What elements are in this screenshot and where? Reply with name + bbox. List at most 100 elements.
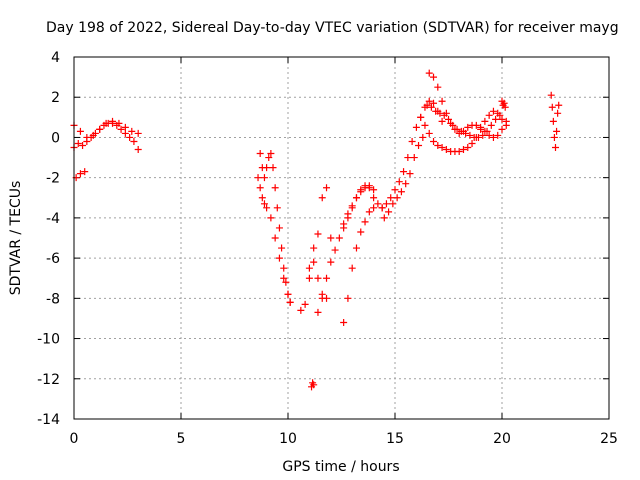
data-point (397, 188, 405, 196)
data-point (79, 141, 87, 149)
tick-labels: 0 5 10 15 20 25 -14 -12 -10 -8 -6 -4 -2 0 2 4 (37, 50, 618, 447)
data-point (74, 139, 82, 147)
series-track-f (297, 258, 331, 314)
y-tick-label: -4 (46, 211, 60, 227)
data-point (115, 119, 123, 127)
series-track-k (308, 379, 318, 391)
data-point (464, 123, 472, 131)
data-point (305, 274, 313, 282)
data-point (76, 170, 84, 178)
data-point (400, 168, 408, 176)
series-track-c (72, 168, 89, 182)
y-tick-label: -12 (37, 372, 60, 388)
data-point (126, 133, 134, 141)
data-point (549, 117, 557, 125)
data-point (410, 154, 418, 162)
data-point (374, 200, 382, 208)
y-axis-title: SDTVAR / TECUs (8, 181, 24, 296)
data-point (267, 150, 275, 158)
x-tick-label: 20 (493, 431, 511, 447)
data-point (489, 107, 497, 115)
data-point (474, 133, 482, 141)
data-point (344, 294, 352, 302)
data-point (464, 144, 472, 151)
data-point (280, 274, 288, 282)
data-point (462, 129, 470, 137)
data-point (553, 127, 561, 135)
data-point (449, 121, 457, 129)
data-point (500, 99, 508, 107)
data-point (310, 244, 318, 252)
data-point (305, 264, 313, 272)
y-tick-label: -14 (37, 412, 60, 428)
data-point (323, 184, 331, 192)
data-point (134, 129, 142, 137)
data-point (442, 146, 450, 154)
data-point (487, 121, 495, 129)
data-point (365, 208, 373, 216)
plot-frame (73, 56, 610, 420)
data-point (385, 208, 393, 216)
y-tick-label: -8 (46, 291, 60, 307)
data-point (102, 119, 110, 127)
data-point (438, 144, 446, 151)
data-point (109, 117, 117, 125)
data-point (327, 258, 335, 266)
x-tick-label: 25 (600, 431, 618, 447)
data-point (357, 228, 365, 236)
data-point (117, 125, 125, 133)
data-point (501, 103, 509, 111)
data-point (477, 125, 485, 133)
series-track-i (340, 200, 386, 326)
data-point (554, 109, 562, 117)
data-point (314, 274, 322, 282)
data-point (269, 164, 277, 172)
data-point (83, 133, 91, 141)
data-point (271, 184, 279, 192)
data-point (121, 123, 129, 131)
data-point (96, 125, 104, 133)
data-point (457, 127, 465, 135)
data-point (284, 290, 292, 298)
data-point (318, 194, 326, 202)
series-track-h (314, 182, 378, 316)
y-tick-label: 0 (51, 130, 60, 146)
data-point (438, 117, 446, 125)
data-point (387, 194, 395, 202)
data-point (128, 127, 136, 135)
data-point (335, 234, 343, 242)
data-point (412, 123, 420, 131)
data-point (555, 101, 563, 109)
data-point (89, 131, 97, 139)
data-point (327, 234, 335, 242)
data-point (440, 111, 448, 119)
data-point (404, 154, 412, 162)
data-point (267, 214, 275, 222)
data-point (260, 174, 268, 182)
data-point (432, 107, 440, 115)
data-point (481, 117, 489, 125)
data-point (552, 144, 559, 151)
chart-title: Day 198 of 2022, Sidereal Day-to-day VTE… (46, 20, 619, 36)
data-point (548, 103, 556, 111)
data-points (70, 69, 563, 391)
data-point (395, 178, 403, 186)
data-point (402, 180, 410, 188)
data-point (498, 125, 506, 133)
data-point (547, 91, 555, 99)
data-point (445, 115, 452, 123)
data-point (271, 234, 279, 242)
data-point (425, 129, 433, 137)
data-point (254, 174, 262, 182)
series-track-q (498, 97, 509, 111)
data-point (340, 318, 348, 326)
data-point (421, 121, 429, 129)
data-point (282, 278, 290, 286)
data-point (408, 137, 416, 145)
data-point (323, 274, 331, 282)
data-point (378, 204, 386, 212)
data-point (417, 113, 425, 121)
data-point (485, 111, 493, 119)
data-point (393, 194, 401, 202)
